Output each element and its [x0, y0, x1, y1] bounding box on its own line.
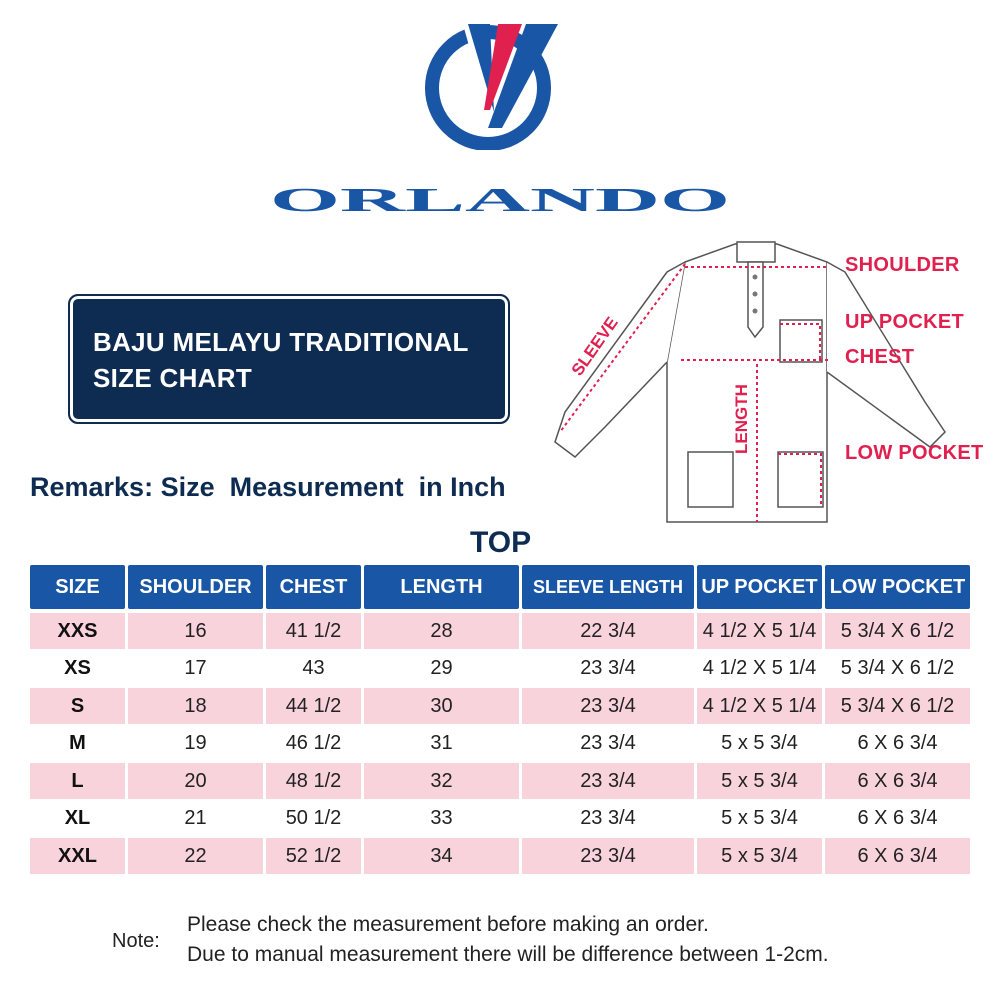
- cell-sleeve-length: 23 3/4: [580, 732, 636, 754]
- cell-up-pocket: 5 x 5 3/4: [721, 807, 798, 829]
- cell-up-pocket: 5 x 5 3/4: [697, 763, 822, 799]
- length-callout: LENGTH: [732, 384, 751, 454]
- cell-sleeve-length: 23 3/4: [580, 657, 636, 679]
- cell-size: S: [30, 688, 125, 724]
- garment-diagram: SLEEVE LENGTH: [554, 241, 946, 523]
- cell-chest: 43: [302, 657, 325, 679]
- cell-shoulder: 21: [184, 807, 207, 829]
- cell-shoulder: 17: [184, 657, 207, 679]
- note-line-1: Please check the measurement before maki…: [187, 913, 709, 936]
- note-label: Note:: [112, 930, 160, 952]
- up-pocket-callout: UP POCKET: [845, 311, 965, 333]
- cell-chest: 44 1/2: [266, 688, 361, 724]
- cell-chest: 41 1/2: [266, 613, 361, 649]
- header-chest: CHEST: [266, 565, 361, 609]
- cell-size: XS: [64, 657, 91, 679]
- cell-length: 28: [364, 613, 519, 649]
- cell-size: M: [69, 732, 86, 754]
- cell-size: XXS: [30, 613, 125, 649]
- remarks-text: Remarks: Size Measurement in Inch: [30, 472, 506, 502]
- cell-shoulder: 19: [184, 732, 207, 754]
- cell-up-pocket: 4 1/2 X 5 1/4: [697, 688, 822, 724]
- cell-chest: 50 1/2: [285, 807, 342, 829]
- cell-low-pocket: 5 3/4 X 6 1/2: [825, 613, 970, 649]
- cell-up-pocket: 4 1/2 X 5 1/4: [697, 613, 822, 649]
- cell-length: 29: [430, 657, 453, 679]
- cell-up-pocket: 5 x 5 3/4: [697, 838, 822, 874]
- cell-low-pocket: 5 3/4 X 6 1/2: [840, 657, 955, 679]
- cell-sleeve-length: 23 3/4: [522, 763, 694, 799]
- cell-sleeve-length: 22 3/4: [522, 613, 694, 649]
- cell-size: XL: [64, 807, 91, 829]
- note-line-2: Due to manual measurement there will be …: [187, 943, 829, 966]
- cell-shoulder: 18: [128, 688, 263, 724]
- header-sleeve-length: SLEEVE LENGTH: [522, 565, 694, 609]
- cell-sleeve-length: 23 3/4: [580, 807, 636, 829]
- title-line-2: SIZE CHART: [93, 363, 252, 393]
- cell-sleeve-length: 23 3/4: [522, 838, 694, 874]
- cell-length: 32: [364, 763, 519, 799]
- cell-sleeve-length: 23 3/4: [522, 688, 694, 724]
- cell-size: XXL: [30, 838, 125, 874]
- cell-low-pocket: 6 X 6 3/4: [857, 732, 938, 754]
- cell-shoulder: 20: [128, 763, 263, 799]
- cell-low-pocket: 6 X 6 3/4: [857, 807, 938, 829]
- cell-chest: 52 1/2: [266, 838, 361, 874]
- cell-low-pocket: 6 X 6 3/4: [825, 763, 970, 799]
- cell-low-pocket: 6 X 6 3/4: [825, 838, 970, 874]
- title-box: BAJU MELAYU TRADITIONAL SIZE CHART: [68, 294, 510, 424]
- cell-up-pocket: 4 1/2 X 5 1/4: [702, 657, 817, 679]
- cell-length: 30: [364, 688, 519, 724]
- wordmark-text: ORLANDO: [270, 185, 730, 215]
- header-length: LENGTH: [364, 565, 519, 609]
- cell-size: L: [30, 763, 125, 799]
- header-size: SIZE: [30, 565, 125, 609]
- orlando-logo-emblem: [425, 24, 558, 150]
- cell-up-pocket: 5 x 5 3/4: [721, 732, 798, 754]
- chest-callout: CHEST: [845, 346, 915, 368]
- cell-shoulder: 22: [128, 838, 263, 874]
- header-low-pocket: LOW POCKET: [825, 565, 970, 609]
- cell-low-pocket: 5 3/4 X 6 1/2: [825, 688, 970, 724]
- title-line-1: BAJU MELAYU TRADITIONAL: [93, 327, 469, 357]
- low-pocket-callout: LOW POCKET: [845, 442, 984, 464]
- section-label-top: TOP: [470, 526, 532, 559]
- header-shoulder: SHOULDER: [128, 565, 263, 609]
- shoulder-callout: SHOULDER: [845, 254, 960, 276]
- header-up-pocket: UP POCKET: [697, 565, 822, 609]
- cell-length: 33: [430, 807, 453, 829]
- cell-length: 34: [364, 838, 519, 874]
- cell-chest: 46 1/2: [285, 732, 342, 754]
- orlando-wordmark: ORLANDO: [270, 185, 730, 215]
- cell-length: 31: [430, 732, 453, 754]
- cell-chest: 48 1/2: [266, 763, 361, 799]
- cell-shoulder: 16: [128, 613, 263, 649]
